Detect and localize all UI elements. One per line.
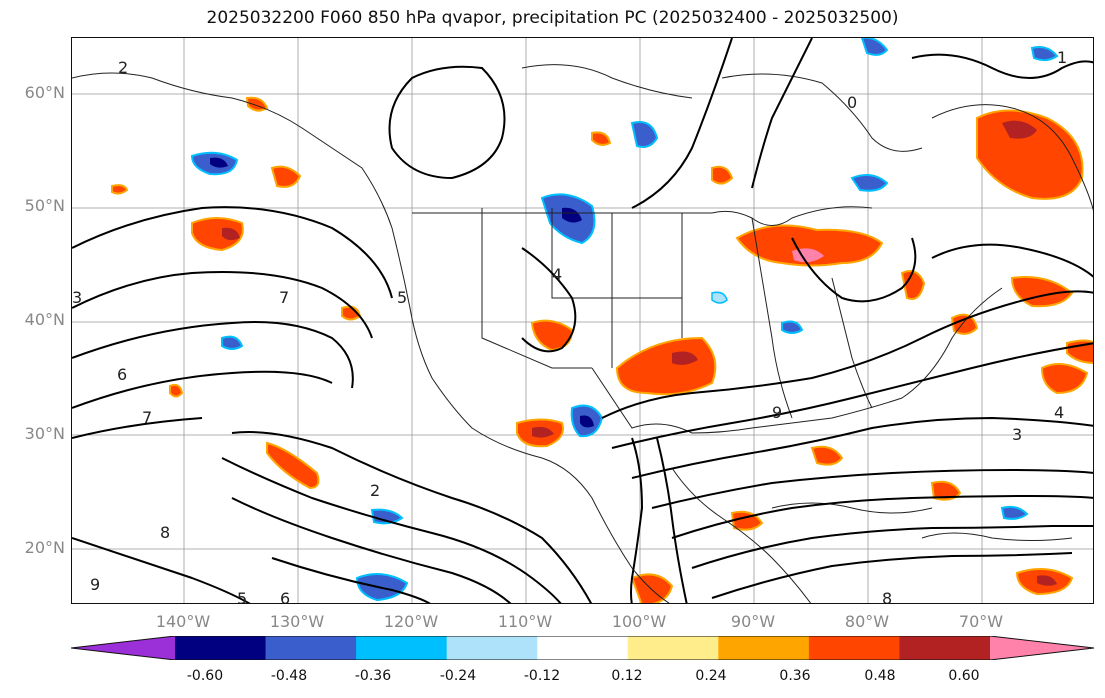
lat-label-40n: 40°N <box>24 310 65 329</box>
contour-label: 1 <box>1057 48 1067 67</box>
lon-label-110w: 110°W <box>497 612 553 631</box>
contour-label: 6 <box>117 365 127 384</box>
contour-label: 8 <box>882 589 892 604</box>
colorbar-tick-label: -0.24 <box>439 668 477 684</box>
lon-label-100w: 100°W <box>611 612 667 631</box>
colorbar-tick-label: 0.36 <box>779 668 811 684</box>
colorbar-tick-label: 0.60 <box>948 668 980 684</box>
contour-label: 4 <box>552 265 562 284</box>
lat-label-60n: 60°N <box>24 83 65 102</box>
contour-label: 6 <box>280 589 290 604</box>
coastlines-and-borders <box>72 64 1093 603</box>
contour-label: 2 <box>370 481 380 500</box>
precip-positive-shading <box>111 96 1093 603</box>
contour-label: 8 <box>160 523 170 542</box>
lon-label-70w: 70°W <box>958 612 1004 631</box>
lat-label-30n: 30°N <box>24 424 65 443</box>
colorbar-tick-label: 0.12 <box>611 668 643 684</box>
colorbar-segment <box>356 636 448 660</box>
contour-label: 3 <box>1012 425 1022 444</box>
precip-negative-shading <box>190 38 1059 602</box>
map-panel: 2 0 1 4 3 5 6 7 8 9 0 2 3 4 5 6 7 8 9 <box>71 37 1094 604</box>
colorbar-segment <box>718 636 810 660</box>
colorbar-extend-max <box>990 636 1094 660</box>
colorbar-segment <box>446 636 538 660</box>
map-title: 2025032200 F060 850 hPa qvapor, precipit… <box>206 8 899 28</box>
lon-label-120w: 120°W <box>383 612 439 631</box>
contour-label: 4 <box>1054 403 1064 422</box>
colorbar-tick-label: -0.48 <box>270 668 308 684</box>
contour-label: 3 <box>72 288 82 307</box>
colorbar-segment <box>808 636 900 660</box>
colorbar-segment <box>175 636 267 660</box>
map-canvas: 2 0 1 4 3 5 6 7 8 9 0 2 3 4 5 6 7 8 9 <box>72 38 1093 604</box>
contour-label: 5 <box>237 589 247 604</box>
colorbar-extend-min <box>71 636 175 660</box>
qvapor-contours <box>72 38 1093 603</box>
lon-label-130w: 130°W <box>269 612 325 631</box>
colorbar-tick-label: 0.24 <box>695 668 727 684</box>
colorbar <box>71 636 1095 660</box>
contour-label: 2 <box>118 58 128 77</box>
lat-label-20n: 20°N <box>24 538 65 557</box>
contour-label: 7 <box>142 408 152 427</box>
contour-label: 5 <box>397 288 407 307</box>
colorbar-segment <box>265 636 357 660</box>
lon-label-90w: 90°W <box>730 612 776 631</box>
colorbar-tick-label: 0.48 <box>864 668 896 684</box>
contour-label: 7 <box>279 288 289 307</box>
contour-label: 0 <box>847 93 857 112</box>
lon-label-80w: 80°W <box>844 612 890 631</box>
colorbar-segment <box>537 636 629 660</box>
graticule <box>72 38 1093 603</box>
colorbar-segment <box>627 636 719 660</box>
colorbar-tick-label: -0.60 <box>186 668 224 684</box>
colorbar-tick-label: -0.12 <box>523 668 561 684</box>
contour-label: 9 <box>90 575 100 594</box>
colorbar-segment <box>899 636 991 660</box>
colorbar-segments <box>71 636 1094 660</box>
contour-labels: 2 0 1 4 3 5 6 7 8 9 0 2 3 4 5 6 7 8 9 <box>72 48 1067 604</box>
lon-label-140w: 140°W <box>155 612 211 631</box>
colorbar-tick-label: -0.36 <box>354 668 392 684</box>
lat-label-50n: 50°N <box>24 196 65 215</box>
contour-label: 9 <box>772 403 782 422</box>
